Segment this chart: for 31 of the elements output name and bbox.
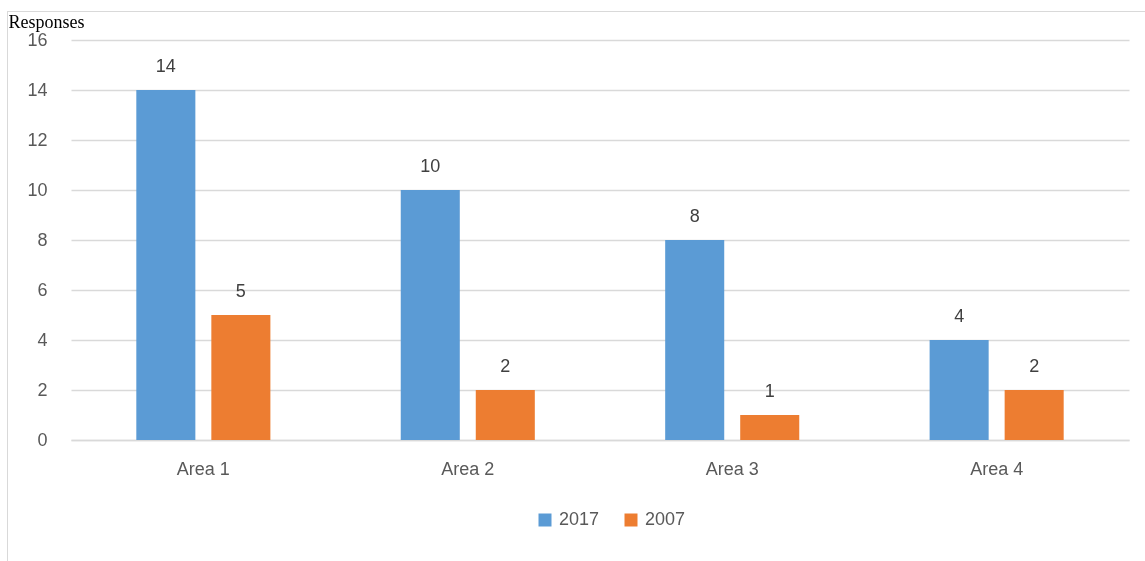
y-tick-label: 8 [37,229,48,250]
y-tick-label: 0 [37,429,48,450]
bar [400,190,460,440]
bar [136,90,196,440]
data-label: 8 [689,206,700,226]
x-tick-label: Area 4 [970,458,1024,479]
data-label: 4 [954,306,965,326]
x-tick-label: Area 3 [705,458,759,479]
x-tick-label: Area 2 [441,458,495,479]
bar [740,415,800,440]
legend-label: 2017 [559,509,600,529]
y-tick-label: 14 [27,79,48,100]
bar [665,240,725,440]
y-tick-label: 12 [27,129,48,150]
bar [475,390,535,440]
bar [929,340,989,440]
data-label: 2 [1029,356,1040,376]
data-label: 14 [155,56,176,76]
y-tick-label: 2 [37,379,48,400]
data-label: 2 [500,356,511,376]
bar [211,315,271,440]
y-axis-title: Responses [8,11,85,32]
y-tick-label: 6 [37,279,48,300]
data-label: 5 [235,281,246,301]
legend-label: 2007 [645,509,686,529]
y-tick-label: 10 [27,179,48,200]
data-label: 10 [420,156,441,176]
y-tick-label: 4 [37,329,48,350]
x-tick-label: Area 1 [176,458,230,479]
bar [1004,390,1064,440]
data-label: 1 [764,381,775,401]
